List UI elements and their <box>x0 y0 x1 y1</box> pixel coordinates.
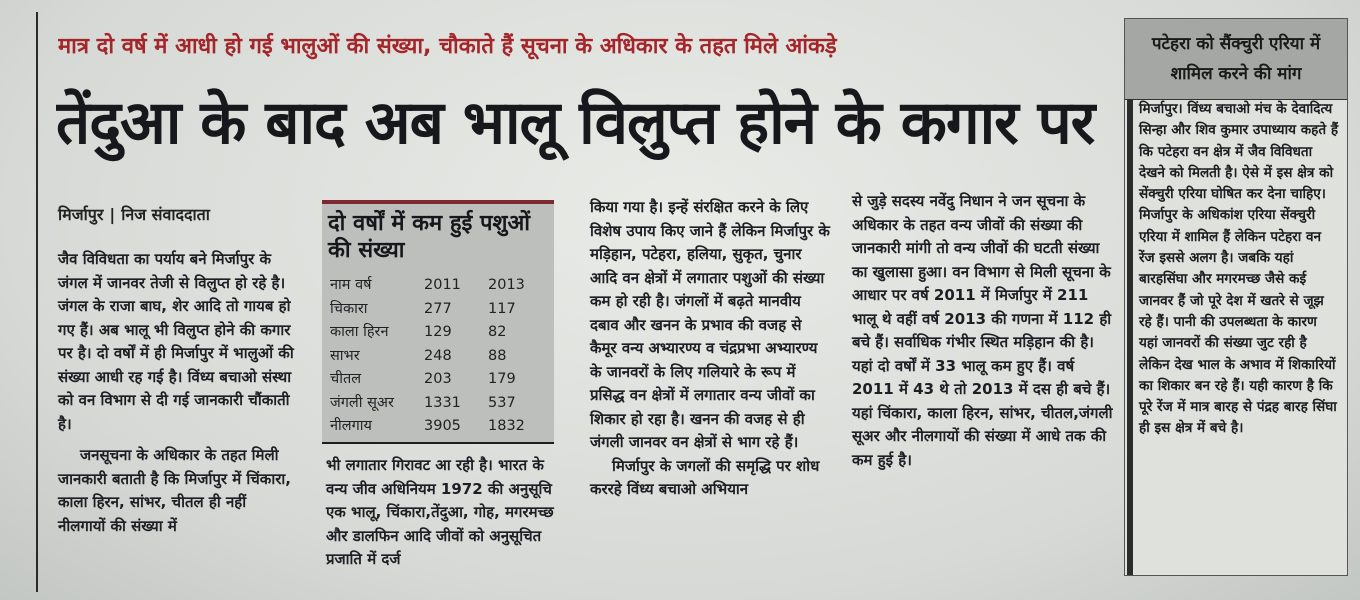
table-cell-2013: 117 <box>488 300 516 317</box>
byline: मिर्जापुर | निज संवाददाता <box>58 203 210 225</box>
table-cell-2013: 88 <box>488 347 507 364</box>
table-cell-2011: 203 <box>424 371 452 387</box>
table-cell-animal: नीलगाय <box>330 418 372 434</box>
sidebar-header: पटेहरा को सैंक्चुरी एरिया में शामिल करने… <box>1125 19 1347 100</box>
table-row: जंगली सूअर 1331 537 <box>330 392 548 416</box>
byline-place: मिर्जापुर <box>58 205 104 224</box>
table-header-year-2011: 2011 <box>424 277 461 293</box>
stats-table: नाम वर्ष 2011 2013 चिकारा 277 117 काला ह… <box>330 274 548 439</box>
sidebar-box: पटेहरा को सैंक्चुरी एरिया में शामिल करने… <box>1124 18 1348 576</box>
col4-paragraph-1: से जुड़े सदस्य नवेंदु निधान ने जन सूचना … <box>852 192 1113 469</box>
table-header-name: नाम वर्ष <box>330 277 372 293</box>
col3-paragraph-2: मिर्जापुर के जगलों की समृद्धि पर शोध करर… <box>590 456 820 499</box>
col1-paragraph-1: जैव विविधता का पर्याय बने मिर्जापुर के ज… <box>58 250 294 433</box>
column-2: भी लगातार गिरावट आ रही है। भारत के वन्य … <box>326 454 558 572</box>
table-cell-2013: 82 <box>488 324 507 340</box>
table-cell-animal: चीतल <box>330 371 362 387</box>
column-1: जैव विविधता का पर्याय बने मिर्जापुर के ज… <box>58 248 294 538</box>
article-frame <box>36 12 1118 592</box>
table-cell-2011: 129 <box>424 324 452 340</box>
table-cell-animal: काला हिरन <box>330 324 389 340</box>
column-4: से जुड़े सदस्य नवेंदु निधान ने जन सूचना … <box>852 190 1114 472</box>
table-row: चीतल 203 179 <box>330 368 548 392</box>
column-3: किया गया है। इन्हें संरक्षित करने के लिए… <box>590 196 830 502</box>
byline-separator: | <box>109 205 116 224</box>
table-cell-animal: चिकारा <box>330 300 368 317</box>
table-cell-2011: 277 <box>424 300 452 317</box>
table-header-row: नाम वर्ष 2011 2013 <box>330 274 548 298</box>
table-cell-2011: 248 <box>424 347 452 364</box>
table-header-year-2013: 2013 <box>488 277 525 293</box>
sidebar-paragraph: मिर्जापुर। विंध्य बचाओ मंच के देवादित्य … <box>1139 101 1339 437</box>
sidebar-rule <box>1127 99 1133 575</box>
col1-paragraph-2: जनसूचना के अधिकार के तहत मिली जानकारी बत… <box>58 446 291 535</box>
byline-author: निज संवाददाता <box>121 205 210 224</box>
stats-box-title: दो वर्षों में कम हुई पशुओं की संख्या <box>328 211 530 263</box>
table-cell-2011: 1331 <box>424 394 461 411</box>
col2-paragraph-1: भी लगातार गिरावट आ रही है। भारत के वन्य … <box>326 456 554 568</box>
table-cell-2013: 537 <box>488 394 516 411</box>
headline: तेंदुआ के बाद अब भालू विलुप्त होने के कग… <box>56 88 1095 158</box>
sidebar-heading: पटेहरा को सैंक्चुरी एरिया में शामिल करने… <box>1151 34 1321 84</box>
table-cell-animal: जंगली सूअर <box>330 394 394 411</box>
col3-paragraph-1: किया गया है। इन्हें संरक्षित करने के लिए… <box>590 198 830 451</box>
subheadline: मात्र दो वर्ष में आधी हो गई भालुओं की सं… <box>58 34 837 59</box>
table-row: नीलगाय 3905 1832 <box>330 415 548 439</box>
table-cell-animal: साभर <box>330 347 360 364</box>
stats-box: दो वर्षों में कम हुई पशुओं की संख्या नाम… <box>322 200 554 444</box>
table-cell-2011: 3905 <box>424 418 461 434</box>
table-row: काला हिरन 129 82 <box>330 321 548 345</box>
table-row: साभर 248 88 <box>330 345 548 369</box>
sidebar-body: मिर्जापुर। विंध्य बचाओ मंच के देवादित्य … <box>1139 99 1339 440</box>
table-row: चिकारा 277 117 <box>330 298 548 322</box>
table-cell-2013: 179 <box>488 371 516 387</box>
table-cell-2013: 1832 <box>488 418 525 434</box>
